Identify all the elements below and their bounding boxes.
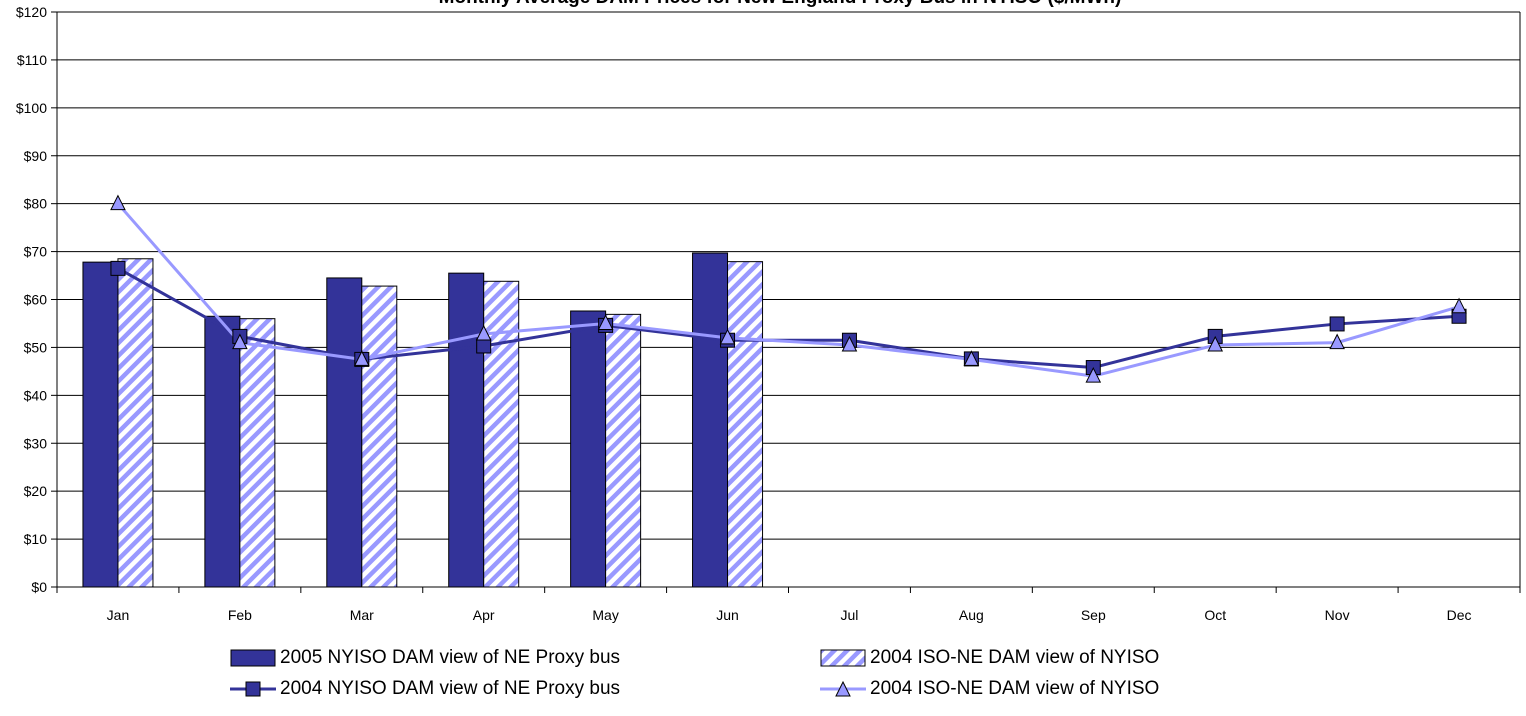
bar-2005-nyiso [82, 261, 119, 588]
x-axis-ticks: Jan Feb Mar Apr May Jun Jul Aug Sep Oct Nov Dec [56, 587, 1521, 623]
legend-label: 2004 NYISO DAM view of NE Proxy bus [280, 678, 621, 699]
x-tick-label: Dec [1447, 607, 1472, 623]
y-tick-label: $0 [31, 579, 47, 595]
markers [110, 194, 1467, 383]
bar-2004-isone [361, 285, 398, 588]
marker-triangle [597, 314, 614, 330]
x-tick-label: Sep [1081, 607, 1106, 623]
marker-triangle [232, 333, 248, 350]
marker-triangle [353, 350, 370, 366]
legend-item-2004-nyiso-line: 2004 NYISO DAM view of NE Proxy bus [230, 678, 620, 700]
bar-2005-nyiso [448, 272, 485, 588]
x-tick-label: Nov [1325, 607, 1350, 623]
legend-swatch-square-line [230, 681, 276, 697]
marker-square [1329, 316, 1345, 332]
x-tick-label: Mar [350, 607, 374, 623]
legend-item-2004-isone-bar: 2004 ISO-NE DAM view of NYISO [820, 647, 1159, 669]
marker-triangle [963, 350, 980, 366]
y-tick-label: $60 [24, 292, 48, 308]
y-tick-label: $20 [24, 483, 48, 499]
legend-item-2004-isone-line: 2004 ISO-NE DAM view of NYISO [820, 678, 1159, 700]
x-tick-label: Aug [959, 607, 984, 623]
marker-triangle [719, 328, 736, 345]
bar-2004-isone [605, 313, 642, 588]
chart-title: Monthly Average DAM Prices for New Engla… [439, 0, 1122, 8]
y-tick-label: $50 [24, 339, 48, 355]
bars [82, 252, 764, 588]
y-tick-label: $110 [17, 52, 47, 68]
axes [56, 12, 1521, 588]
legend-swatch-hatched-bar [820, 649, 866, 667]
x-tick-label: Feb [228, 607, 252, 623]
bar-2005-nyiso [570, 310, 607, 588]
marker-triangle [841, 335, 858, 352]
y-tick-label: $10 [24, 531, 48, 547]
bar-2005-nyiso [204, 315, 241, 588]
bar-2005-nyiso [692, 252, 729, 588]
y-tick-label: $40 [24, 387, 48, 403]
y-tick-label: $70 [24, 244, 48, 260]
legend-label: 2004 ISO-NE DAM view of NYISO [870, 647, 1160, 668]
y-tick-label: $80 [24, 196, 48, 212]
marker-triangle [1085, 367, 1102, 383]
bar-2004-isone [483, 280, 520, 588]
marker-triangle [475, 324, 492, 341]
x-tick-label: Jul [841, 607, 859, 623]
x-tick-label: Apr [473, 607, 495, 623]
x-tick-label: Jun [716, 607, 739, 623]
lines [116, 202, 1460, 378]
legend-label: 2004 ISO-NE DAM view of NYISO [870, 678, 1160, 699]
y-tick-label: $90 [24, 148, 48, 164]
bar-2005-nyiso [326, 277, 363, 588]
line-2004-isone [116, 202, 1460, 378]
x-tick-label: Oct [1204, 607, 1226, 623]
legend-label: 2005 NYISO DAM view of NE Proxy bus [280, 647, 621, 668]
x-tick-label: Jan [107, 607, 130, 623]
gridlines [57, 11, 1520, 588]
bar-2004-isone [117, 258, 154, 588]
bar-2004-isone [727, 261, 764, 588]
y-tick-label: $120 [16, 4, 47, 20]
legend-swatch-triangle-line [820, 680, 866, 697]
legend-swatch-solid-bar [230, 649, 276, 667]
marker-square [110, 260, 126, 276]
marker-triangle [1451, 297, 1467, 314]
y-tick-label: $100 [16, 100, 47, 116]
marker-triangle [1207, 335, 1224, 352]
bar-2004-isone [239, 318, 276, 588]
marker-triangle [1329, 333, 1345, 350]
marker-triangle [110, 194, 126, 211]
y-tick-label: $30 [24, 435, 48, 451]
marker-square [476, 338, 492, 354]
x-tick-label: May [592, 607, 618, 623]
legend-item-2005-nyiso-bar: 2005 NYISO DAM view of NE Proxy bus [230, 647, 620, 669]
y-axis-ticks: $0 $10 $20 $30 $40 $50 $60 $70 $80 $90 $100 $110 $12… [16, 4, 57, 595]
